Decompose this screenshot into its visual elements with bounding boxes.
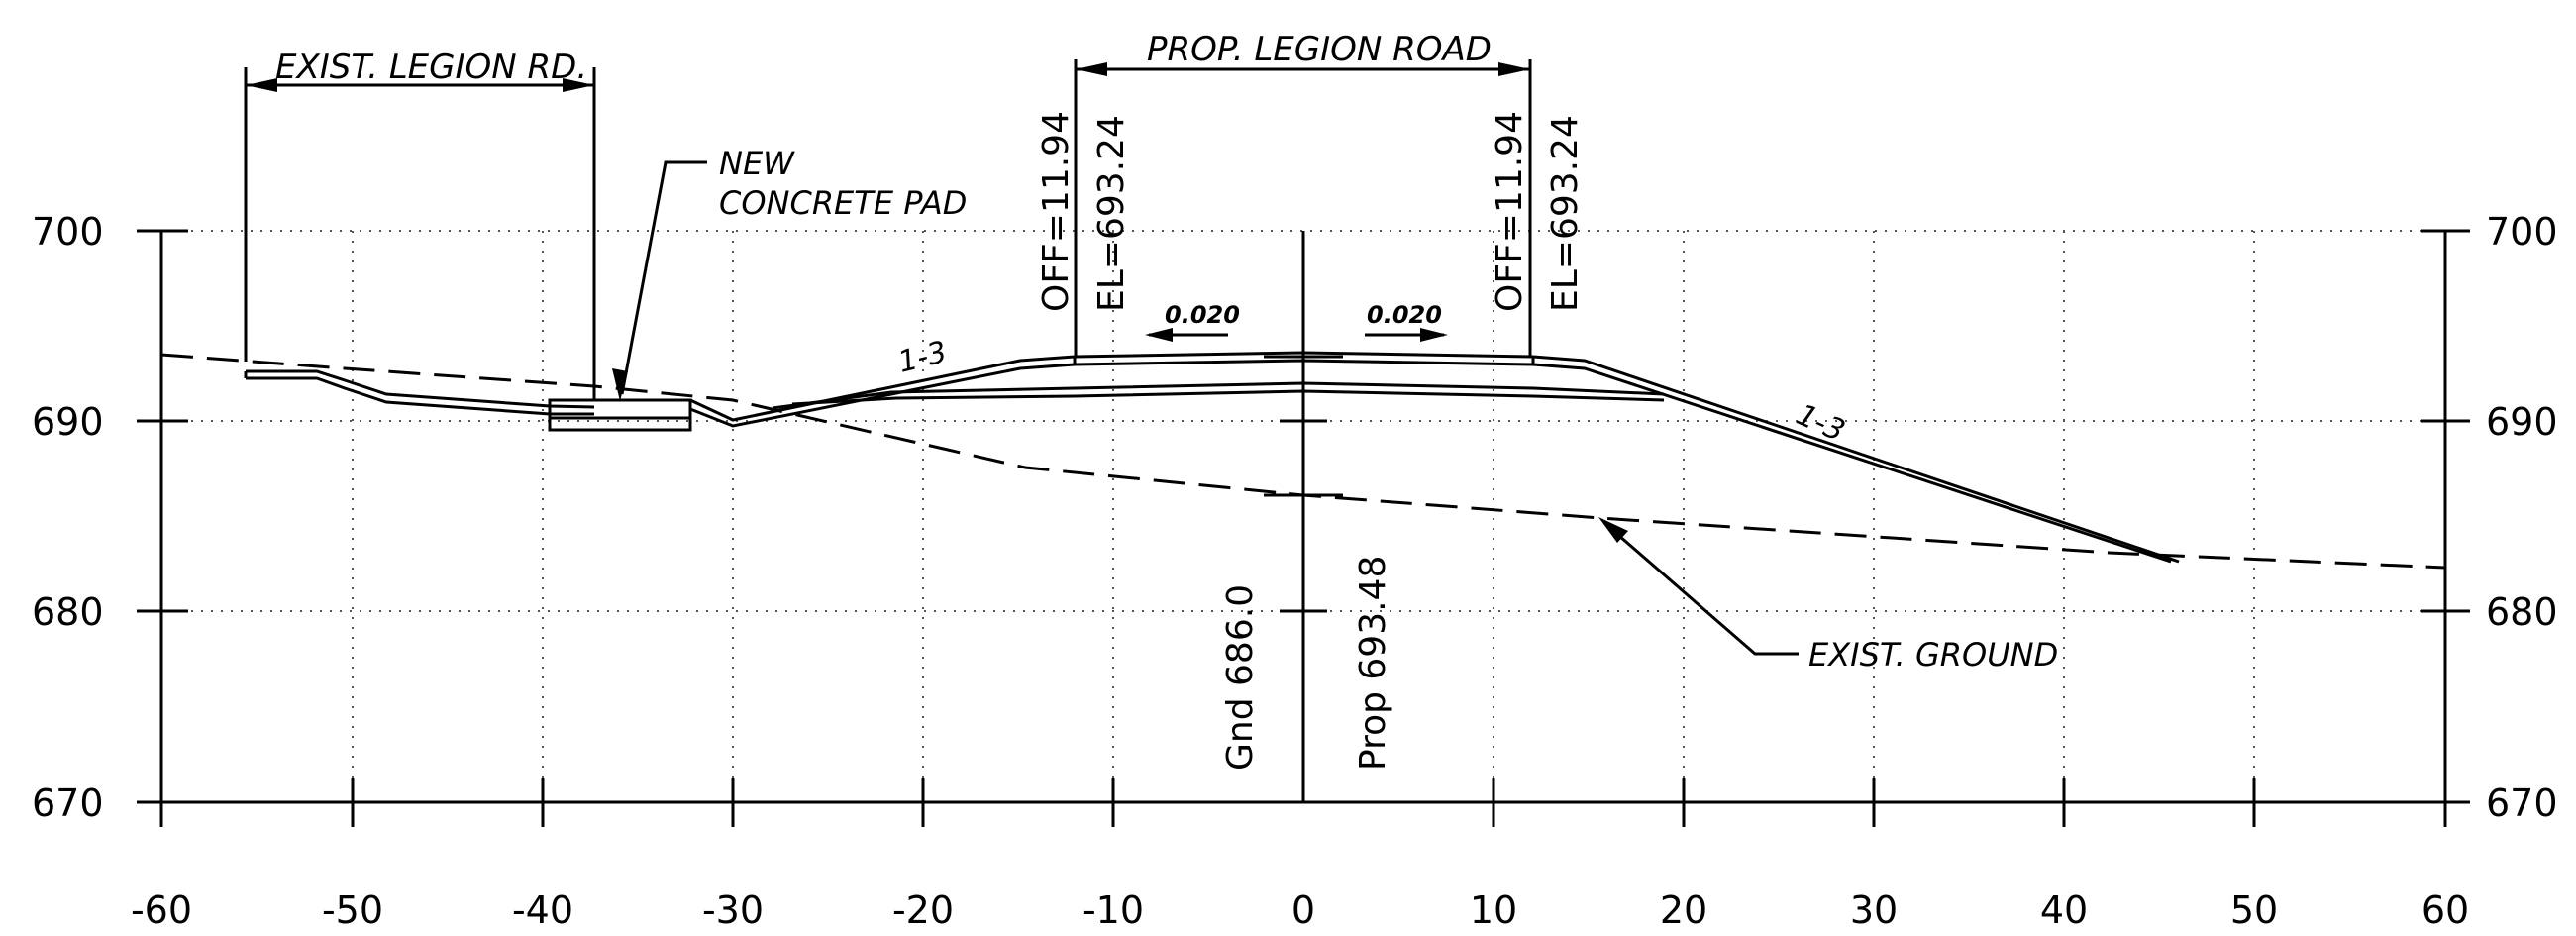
proposed-road-section <box>689 351 2180 564</box>
exist-legion-dimension <box>244 67 596 401</box>
y-tick-label: 700 <box>32 210 104 254</box>
new-pad-label-line1: NEW <box>719 145 795 182</box>
cross-slope-right: 0.020 <box>1367 301 1442 329</box>
cross-slope-left: 0.020 <box>1165 301 1240 329</box>
x-axis-labels: -60 -50 -40 -30 -20 -10 0 10 20 30 40 50… <box>131 888 2469 932</box>
x-tick-label: 20 <box>1660 888 1707 932</box>
x-tick-label: -50 <box>322 888 383 932</box>
y-tick-label: 670 <box>32 781 104 825</box>
x-tick-label: 40 <box>2040 888 2088 932</box>
x-tick-label: 0 <box>1291 888 1315 932</box>
y-tick-label: 690 <box>2486 400 2558 444</box>
x-tick-label: -60 <box>131 888 192 932</box>
y-tick-label: 680 <box>2486 590 2558 634</box>
x-tick-label: -40 <box>512 888 573 932</box>
slope-label-left: 1-3 <box>894 335 950 380</box>
left-off-label: OFF=11.94 <box>1036 111 1077 312</box>
slope-label-right: 1-3 <box>1792 397 1850 449</box>
x-tick-label: -20 <box>892 888 954 932</box>
centerline-markers <box>1264 355 1343 497</box>
new-pad-label-line2: CONCRETE PAD <box>719 184 967 222</box>
x-tick-label: 30 <box>1850 888 1898 932</box>
left-el-label: EL=693.24 <box>1091 115 1132 312</box>
existing-ground-line <box>160 353 2446 570</box>
existing-road-left <box>244 369 595 416</box>
new-pad-leader <box>612 160 707 401</box>
y-axis-right-labels: 700 690 680 670 <box>2486 210 2558 825</box>
cross-slope-left-arrow <box>1145 328 1228 342</box>
y-tick-label: 690 <box>32 400 104 444</box>
axis-frame <box>137 229 2470 827</box>
y-axis-left-labels: 700 690 680 670 <box>32 210 104 825</box>
x-tick-label: -30 <box>702 888 764 932</box>
right-el-label: EL=693.24 <box>1545 115 1586 312</box>
right-off-label: OFF=11.94 <box>1490 111 1530 312</box>
prop-legion-dimension <box>1076 62 1530 76</box>
prop-legion-label: PROP. LEGION ROAD <box>1147 30 1492 69</box>
y-tick-label: 700 <box>2486 210 2558 254</box>
x-tick-label: 10 <box>1470 888 1517 932</box>
exist-ground-leader <box>1598 517 1799 656</box>
exist-ground-label: EXIST. GROUND <box>1808 636 2058 674</box>
y-tick-label: 680 <box>32 590 104 634</box>
cross-slope-right-arrow <box>1365 328 1448 342</box>
offset-leaders <box>1074 59 1532 357</box>
exist-legion-label: EXIST. LEGION RD. <box>275 48 587 87</box>
gnd-elevation-label: Gnd 686.0 <box>1220 584 1261 771</box>
y-tick-label: 670 <box>2486 781 2558 825</box>
prop-elevation-label: Prop 693.48 <box>1353 556 1393 771</box>
vertical-gridlines <box>352 231 2255 802</box>
x-tick-label: 60 <box>2421 888 2469 932</box>
x-tick-label: 50 <box>2230 888 2278 932</box>
x-tick-label: -10 <box>1082 888 1144 932</box>
